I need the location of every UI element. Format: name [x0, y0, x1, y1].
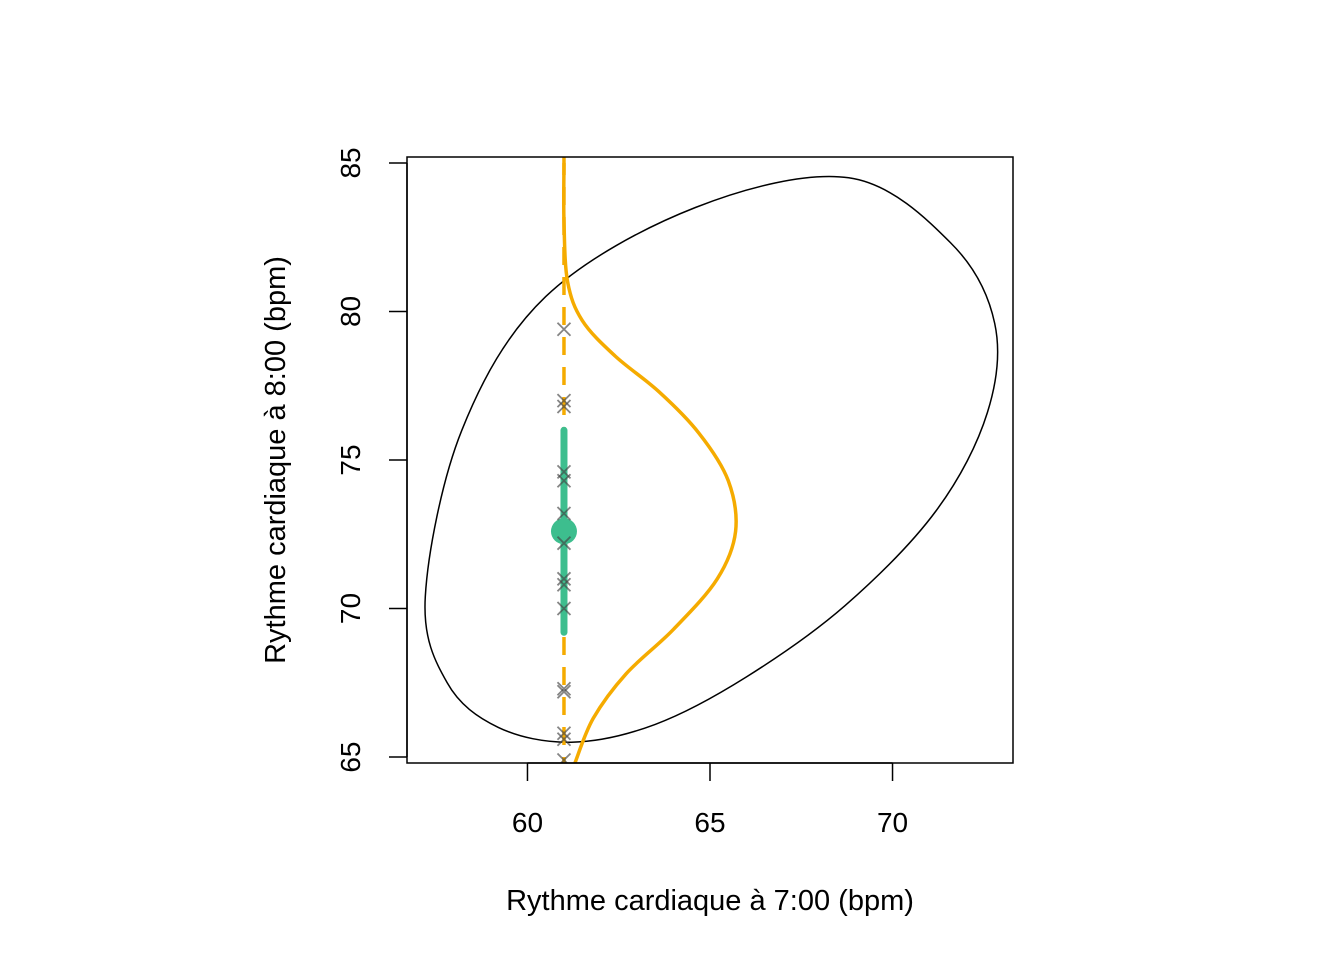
data-point-stroke: [556, 684, 572, 699]
data-point: [556, 506, 572, 521]
plot-frame: [406, 156, 1014, 764]
data-point: [556, 473, 572, 488]
y-tick-label: 65: [335, 741, 366, 772]
data-point: [556, 732, 572, 747]
data-point-stroke: [556, 601, 572, 616]
data-point-stroke: [556, 322, 572, 337]
data-point: [556, 681, 572, 696]
data-point-stroke: [556, 506, 572, 521]
data-point-stroke: [556, 473, 572, 488]
data-point: [556, 393, 572, 408]
data-point-stroke: [556, 393, 572, 408]
data-point: [556, 571, 572, 586]
x-tick-label: 65: [694, 807, 725, 838]
data-point-stroke: [556, 399, 572, 414]
data-point-stroke: [556, 732, 572, 747]
x-axis-label: Rythme cardiaque à 7:00 (bpm): [506, 885, 914, 917]
data-point: [556, 601, 572, 616]
data-point-stroke: [559, 752, 572, 763]
data-point-stroke: [556, 726, 572, 741]
y-tick-label: 80: [335, 296, 366, 327]
y-axis-label: Rythme cardiaque à 8:00 (bpm): [260, 256, 292, 664]
ellipse-contour: [424, 175, 999, 743]
x-tick-label: 70: [877, 807, 908, 838]
data-point-stroke: [556, 577, 572, 592]
data-point: [556, 322, 572, 337]
y-tick-label: 85: [335, 147, 366, 178]
data-point: [556, 577, 572, 592]
y-tick-label: 70: [335, 593, 366, 624]
y-tick-label: 75: [335, 444, 366, 475]
data-point: [556, 752, 572, 763]
data-point: [556, 684, 572, 699]
data-point-stroke: [556, 681, 572, 696]
data-point: [556, 399, 572, 414]
axes: 60 65 70 65 70 75 80 85: [335, 147, 908, 838]
data-point-stroke: [556, 571, 572, 586]
plot-content: [424, 157, 999, 763]
data-point-stroke: [556, 536, 572, 551]
density-curve: [561, 162, 738, 763]
data-point: [556, 536, 572, 551]
data-point: [556, 726, 572, 741]
mean-point: [550, 518, 577, 545]
plot-area: [424, 157, 999, 763]
x-tick-label: 60: [512, 807, 543, 838]
